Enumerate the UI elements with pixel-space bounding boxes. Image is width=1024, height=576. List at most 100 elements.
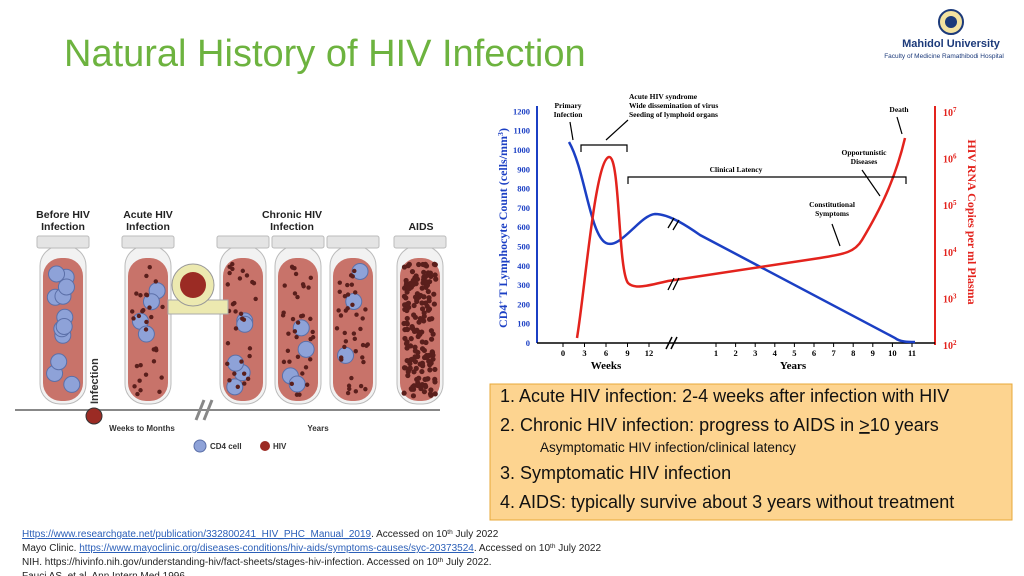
hiv-particle	[417, 315, 423, 322]
y-label-part: CD4	[496, 305, 510, 328]
hiv-particle	[431, 301, 437, 307]
hiv-particle	[233, 326, 239, 331]
summary-item-part: >	[859, 415, 870, 435]
tube-cap	[393, 235, 447, 249]
hiv-particle	[227, 270, 232, 276]
hiv-particle	[419, 346, 426, 352]
x-tick-label: 4	[773, 348, 778, 358]
reference: Fauci AS, et al. Ann Intern Med 1996.	[22, 571, 188, 576]
hiv-particle	[239, 359, 244, 364]
hiv-particle	[423, 339, 429, 346]
hiv-particle	[401, 390, 407, 396]
logo-name: Mahidol University	[902, 38, 1001, 50]
hiv-particle	[151, 359, 157, 364]
legend-hiv	[260, 441, 270, 451]
x-tick-label: 0	[561, 348, 565, 358]
y-tick-label: 100	[517, 319, 530, 329]
hiv-particle	[414, 297, 420, 303]
legend-cd4	[193, 439, 207, 453]
hiv-particle	[423, 384, 429, 390]
hiv-particle	[345, 390, 351, 396]
y2-tick-label: 107	[943, 106, 957, 119]
hiv-particle	[401, 264, 408, 270]
reference-part: . Accessed on 10	[474, 543, 551, 554]
y-tick-label: 1100	[513, 126, 530, 136]
hiv-particle	[430, 356, 436, 362]
hiv-particle	[134, 291, 139, 296]
hiv-particle	[230, 261, 235, 267]
tube-cap	[216, 235, 270, 249]
hiv-particle	[404, 315, 410, 322]
hiv-particle	[429, 349, 435, 355]
hiv-particle	[419, 360, 426, 366]
hiv-particle	[358, 326, 363, 332]
hiv-particle	[402, 365, 408, 371]
hiv-particle	[294, 392, 300, 397]
hiv-particle	[237, 276, 243, 281]
hiv-particle	[345, 282, 350, 288]
cd4-cell	[351, 262, 369, 280]
annotation: Constitutional	[809, 200, 855, 209]
hiv-particle	[225, 341, 231, 346]
hiv-particle	[253, 296, 258, 302]
hiv-particle	[352, 268, 357, 274]
x-tick-label: 6	[604, 348, 608, 358]
hiv-particle	[409, 269, 416, 275]
hiv-particle	[157, 389, 162, 395]
legend-label: HIV	[273, 442, 287, 451]
hiv-particle	[339, 355, 344, 360]
hiv-particle	[360, 355, 365, 360]
tick-base: 10	[943, 201, 953, 212]
hiv-particle	[354, 312, 359, 317]
hiv-particle	[308, 357, 313, 362]
hiv-particle	[135, 391, 140, 397]
cd4-cell	[297, 340, 315, 358]
y2-tick-label: 106	[943, 153, 957, 166]
hiv-particle	[295, 294, 300, 300]
hiv-particle	[342, 344, 347, 350]
hiv-particle	[421, 294, 427, 300]
hiv-particle	[405, 300, 412, 306]
hiv-particle	[227, 378, 232, 383]
cd4-cell	[142, 293, 160, 311]
x-tick-label: 11	[908, 348, 916, 358]
y-label: CD4+ T Lymphocyte Count (cells/mm3)	[496, 128, 511, 328]
reference-part: th	[550, 543, 556, 550]
hiv-particle	[351, 331, 357, 336]
hiv-particle	[406, 285, 412, 292]
tube-cap	[121, 235, 175, 249]
hiv-particle	[412, 359, 419, 365]
cd4-cell	[50, 353, 68, 371]
hiv-particle	[131, 316, 136, 321]
hiv-particle	[300, 371, 305, 376]
hiv-particle	[352, 336, 358, 342]
hiv-particle	[416, 261, 422, 268]
hiv-particle	[137, 378, 142, 383]
hiv-particle	[149, 314, 154, 320]
logo-core	[945, 16, 957, 28]
annotation: Clinical Latency	[710, 165, 763, 174]
tick-base: 10	[943, 341, 953, 352]
hiv-particle	[292, 291, 298, 296]
hiv-particle	[421, 313, 427, 319]
hiv-particle	[136, 313, 142, 319]
hiv-particle	[241, 317, 247, 322]
hiv-particle	[306, 285, 311, 290]
y2-label: HIV RNA Copies per ml Plasma	[965, 139, 979, 304]
x-tick-label: 1	[714, 348, 718, 358]
x-tick-label: 10	[888, 348, 897, 358]
hiv-particle	[143, 372, 149, 377]
hiv-particle	[287, 359, 292, 364]
tick-exp: 6	[953, 153, 957, 161]
reference: Mayo Clinic. https://www.mayoclinic.org/…	[22, 543, 601, 555]
hiv-particle	[310, 329, 315, 335]
y-tick-label: 200	[517, 299, 530, 309]
hiv-particle	[303, 365, 309, 370]
y-label-part: T Lymphocyte Count (cells/mm	[496, 136, 510, 300]
stage-label: Infection	[126, 221, 170, 233]
hiv-particle	[403, 295, 409, 301]
hiv-particle	[353, 349, 358, 354]
hiv-particle	[232, 371, 237, 376]
hiv-particle	[280, 313, 286, 318]
